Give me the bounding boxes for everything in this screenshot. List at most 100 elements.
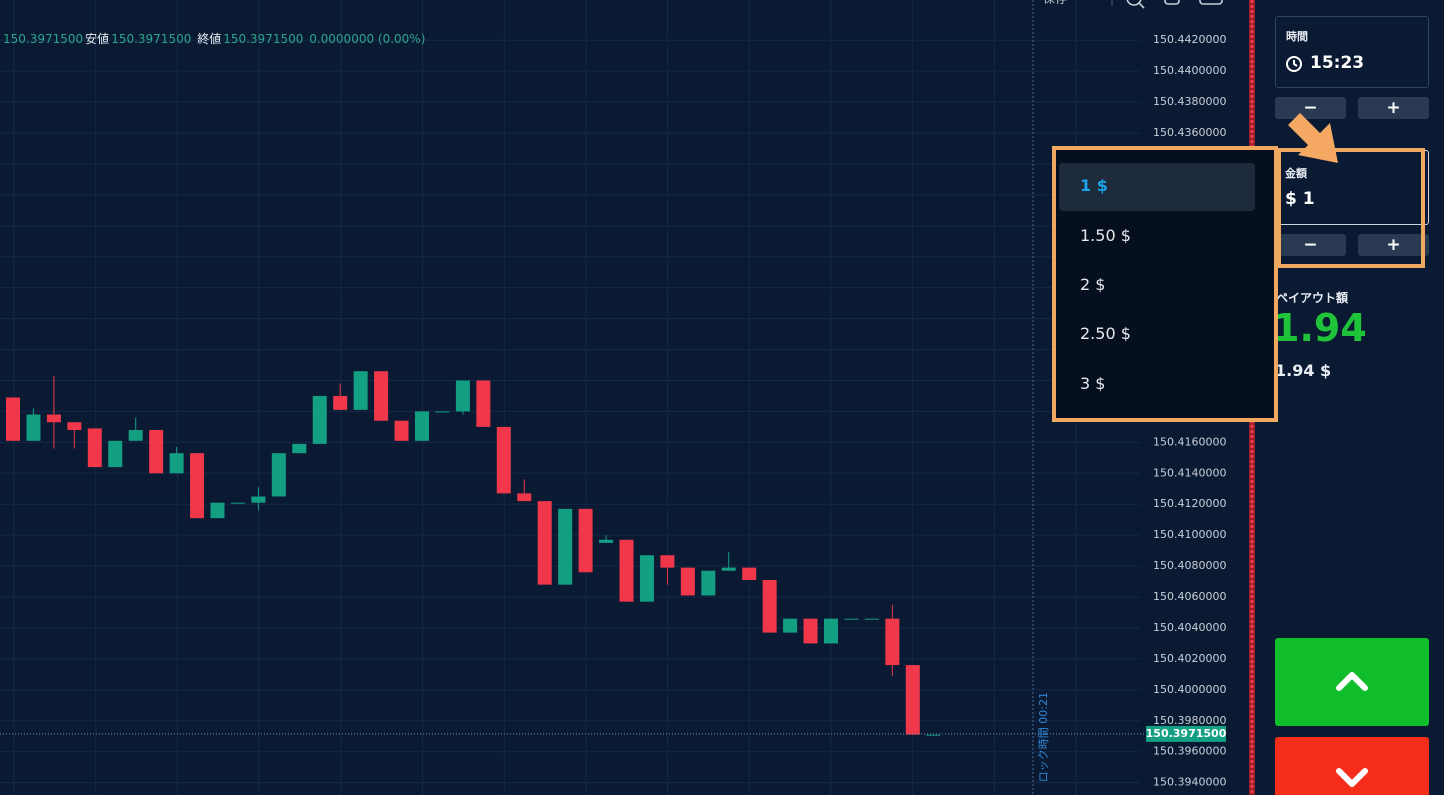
candle-body	[210, 502, 225, 519]
candle-body	[639, 555, 654, 602]
candle-body	[619, 539, 634, 602]
save-button[interactable]: 保存	[1043, 0, 1067, 6]
y-tick-label: 150.4040000	[1153, 621, 1226, 634]
highlight-box	[1277, 148, 1425, 268]
ohlc-header: 150.3971500 安値 150.3971500 終値 150.3971500 0…	[3, 30, 427, 47]
candle-body	[558, 508, 573, 585]
candle-body	[517, 493, 532, 502]
y-tick-label: 150.3960000	[1153, 745, 1226, 758]
candle-body	[415, 411, 429, 441]
amount-option[interactable]: 1.50 $	[1080, 226, 1131, 245]
candle-body	[578, 508, 593, 573]
amount-value: $ 1	[1285, 189, 1315, 209]
last-price-label: 150.3971500	[1146, 727, 1227, 740]
candle-body	[721, 567, 736, 571]
call-button[interactable]	[1275, 638, 1429, 726]
candle-body	[783, 618, 798, 633]
candle-body	[87, 428, 102, 468]
header-label: 安値	[85, 32, 110, 46]
amount-dropdown: 1 $ 1.50 $ 2 $ 2.50 $ 3 $	[1052, 146, 1278, 422]
payout-amount: 1.94 $	[1275, 361, 1332, 380]
amount-option[interactable]: 3 $	[1080, 374, 1106, 393]
amount-plus[interactable]: +	[1358, 234, 1429, 256]
candle-body	[476, 380, 491, 427]
candle-body	[844, 618, 859, 620]
payout-value: 1.94	[1273, 306, 1367, 350]
candle-body	[803, 618, 818, 644]
amount-minus[interactable]: −	[1275, 234, 1346, 256]
time-box[interactable]: 時間 15:23	[1275, 16, 1429, 88]
y-tick-label: 150.4080000	[1153, 559, 1226, 572]
y-tick-label: 150.4380000	[1153, 95, 1226, 108]
header-value: 150.3971500	[223, 32, 304, 46]
y-tick-label: 150.4000000	[1153, 683, 1226, 696]
candle-body	[128, 429, 143, 441]
clock-icon	[1286, 56, 1302, 72]
y-tick-label: 150.4160000	[1153, 435, 1226, 448]
y-tick-label: 150.4120000	[1153, 497, 1226, 510]
candle-body	[46, 414, 61, 423]
up-chevron	[1336, 672, 1368, 691]
camera-icon[interactable]	[1199, 0, 1223, 5]
header-change: 0.0000000 (0.00%)	[309, 32, 426, 46]
candle-body	[333, 395, 348, 410]
header-value: 150.3971500	[111, 32, 192, 46]
candle-body	[190, 453, 205, 519]
candle-body	[926, 734, 941, 736]
candle-body	[701, 570, 716, 596]
time-value: 15:23	[1310, 53, 1365, 73]
last-price-tag	[1146, 725, 1226, 742]
candle-body	[271, 453, 286, 497]
search-icon[interactable]	[1126, 0, 1142, 6]
candle-body	[67, 422, 82, 430]
candle-body	[864, 618, 879, 620]
search-icon-handle	[1138, 2, 1145, 9]
payout-label: ペイアウト額	[1276, 291, 1349, 305]
candle-body	[394, 420, 409, 441]
down-chevron	[1336, 768, 1368, 787]
candle-body	[660, 555, 675, 568]
candle-body	[353, 371, 368, 410]
candle-body	[169, 453, 184, 474]
candle-body	[885, 618, 900, 666]
y-tick-label: 150.4400000	[1153, 64, 1226, 77]
candle-body	[537, 501, 552, 585]
amount-option[interactable]: 1 $	[1080, 176, 1108, 195]
header-value: 150.3971500	[3, 32, 84, 46]
candle-body	[824, 618, 838, 644]
candle-body	[6, 397, 20, 441]
candle-body	[742, 567, 757, 581]
candle-body	[435, 411, 450, 413]
toolbar-icon[interactable]	[1164, 0, 1180, 5]
candle-body	[374, 371, 389, 421]
put-button[interactable]	[1275, 737, 1429, 795]
candle-body	[455, 380, 470, 412]
time-minus[interactable]: −	[1275, 97, 1346, 119]
amount-option[interactable]: 2 $	[1080, 275, 1106, 294]
candle-body	[230, 502, 245, 504]
candle-body	[26, 414, 41, 441]
candle-body	[108, 440, 123, 468]
candle-body	[762, 580, 777, 633]
candle-body	[292, 443, 307, 454]
candle-body	[149, 429, 164, 474]
candle-body	[905, 665, 920, 735]
y-tick-label: 150.3940000	[1153, 776, 1226, 789]
time-plus[interactable]: +	[1358, 97, 1429, 119]
time-label: 時間	[1286, 30, 1308, 43]
y-tick-label: 150.4140000	[1153, 466, 1226, 479]
candle-body	[312, 395, 327, 444]
y-tick-label: 150.4020000	[1153, 652, 1226, 665]
y-tick-label: 150.4360000	[1153, 126, 1226, 139]
amount-label: 金額	[1285, 167, 1307, 180]
selected-option-bg	[1059, 163, 1255, 211]
amount-option[interactable]: 2.50 $	[1080, 324, 1131, 343]
candle-body	[496, 426, 511, 494]
y-tick-label: 150.4100000	[1153, 528, 1226, 541]
candle-body	[599, 539, 614, 543]
header-label: 終値	[197, 32, 222, 46]
highlight-arrow	[1288, 113, 1338, 163]
lock-time-label: ロック時間 00:21	[1037, 692, 1050, 782]
candle-body	[680, 567, 695, 596]
